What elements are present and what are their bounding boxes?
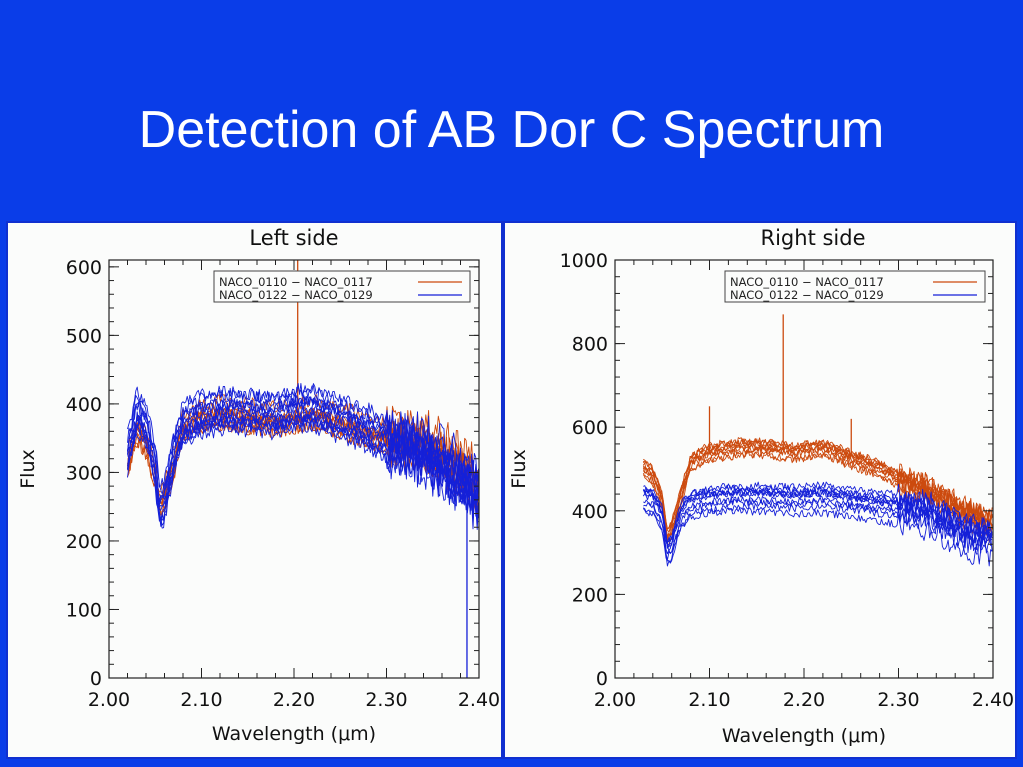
series-0-line-8 [642,440,993,537]
y-tick-label: 400 [572,501,608,523]
x-tick-label: 2.20 [783,689,825,711]
series-1-line-7 [127,396,479,508]
series-1-line-10 [127,395,479,508]
x-tick-label: 2.40 [972,689,1014,711]
y-tick-label: 0 [90,668,102,690]
x-tick-label: 2.00 [594,689,636,711]
x-tick-label: 2.10 [180,689,222,711]
x-tick-label: 2.30 [365,689,407,711]
y-tick-label: 100 [66,599,102,621]
plot-frame [614,259,994,679]
x-tick-label: 2.30 [877,689,919,711]
series-0-line-7 [127,419,479,518]
series-1-line-2 [643,503,993,563]
y-tick-label: 0 [596,668,608,690]
spectrum-chart-left: Left side 2.00 2.10 2.20 2.30 2.40 0 100 200 300 4… [17,226,500,745]
x-tick-label: 2.40 [458,689,500,711]
y-tick-label: 500 [66,325,102,347]
series-group [127,260,479,678]
x-tick-label: 2.00 [88,689,130,711]
series-1-line-9 [127,412,479,521]
y-tick-label: 300 [66,462,102,484]
series-group [642,314,993,567]
y-tick-label: 600 [66,257,102,279]
legend-label: NACO_0122 − NACO_0129 [219,288,373,302]
y-axis-label: Flux [508,449,530,489]
chart-title: Left side [249,226,338,250]
x-tick-label: 2.10 [688,689,730,711]
series-1-line-8 [127,409,479,521]
legend-label: NACO_0110 − NACO_0117 [219,275,373,289]
y-tick-label: 200 [572,584,608,606]
plot-frame [108,259,480,679]
series-1-line-4 [642,489,993,551]
x-axis-label: Wavelength (μm) [722,725,886,747]
series-1-line-8 [643,484,993,542]
series-0-line-9 [643,438,993,533]
legend-box [724,270,986,303]
chart-title: Right side [761,226,866,250]
y-axis-label: Flux [17,449,39,489]
y-tick-label: 600 [572,417,608,439]
series-1-line-11 [127,385,479,503]
y-tick-label: 400 [66,394,102,416]
chart-panel-right: Right side 2.00 2.10 2.20 2.30 2.40 0 200 400 600… [503,221,1017,759]
spectrum-chart-right: Right side 2.00 2.10 2.20 2.30 2.40 0 200 400 600… [508,226,1014,747]
y-tick-label: 200 [66,531,102,553]
x-axis-label: Wavelength (μm) [212,723,376,745]
x-tick-label: 2.20 [273,689,315,711]
chart-panel-left: Left side 2.00 2.10 2.20 2.30 2.40 0 100 200 300 4… [6,221,503,759]
series-0-line-4 [643,443,993,541]
series-1-line-6 [643,495,993,555]
y-tick-label: 1000 [560,250,608,272]
series-1-line-9 [642,488,993,549]
series-1-line-7 [643,481,993,545]
slide-title: Detection of AB Dor C Spectrum [138,101,885,159]
legend-label: NACO_0110 − NACO_0117 [730,275,884,289]
legend-label: NACO_0122 − NACO_0129 [730,288,884,302]
legend-box [213,270,471,303]
y-tick-label: 800 [572,334,608,356]
series-1-line-1 [642,507,993,567]
